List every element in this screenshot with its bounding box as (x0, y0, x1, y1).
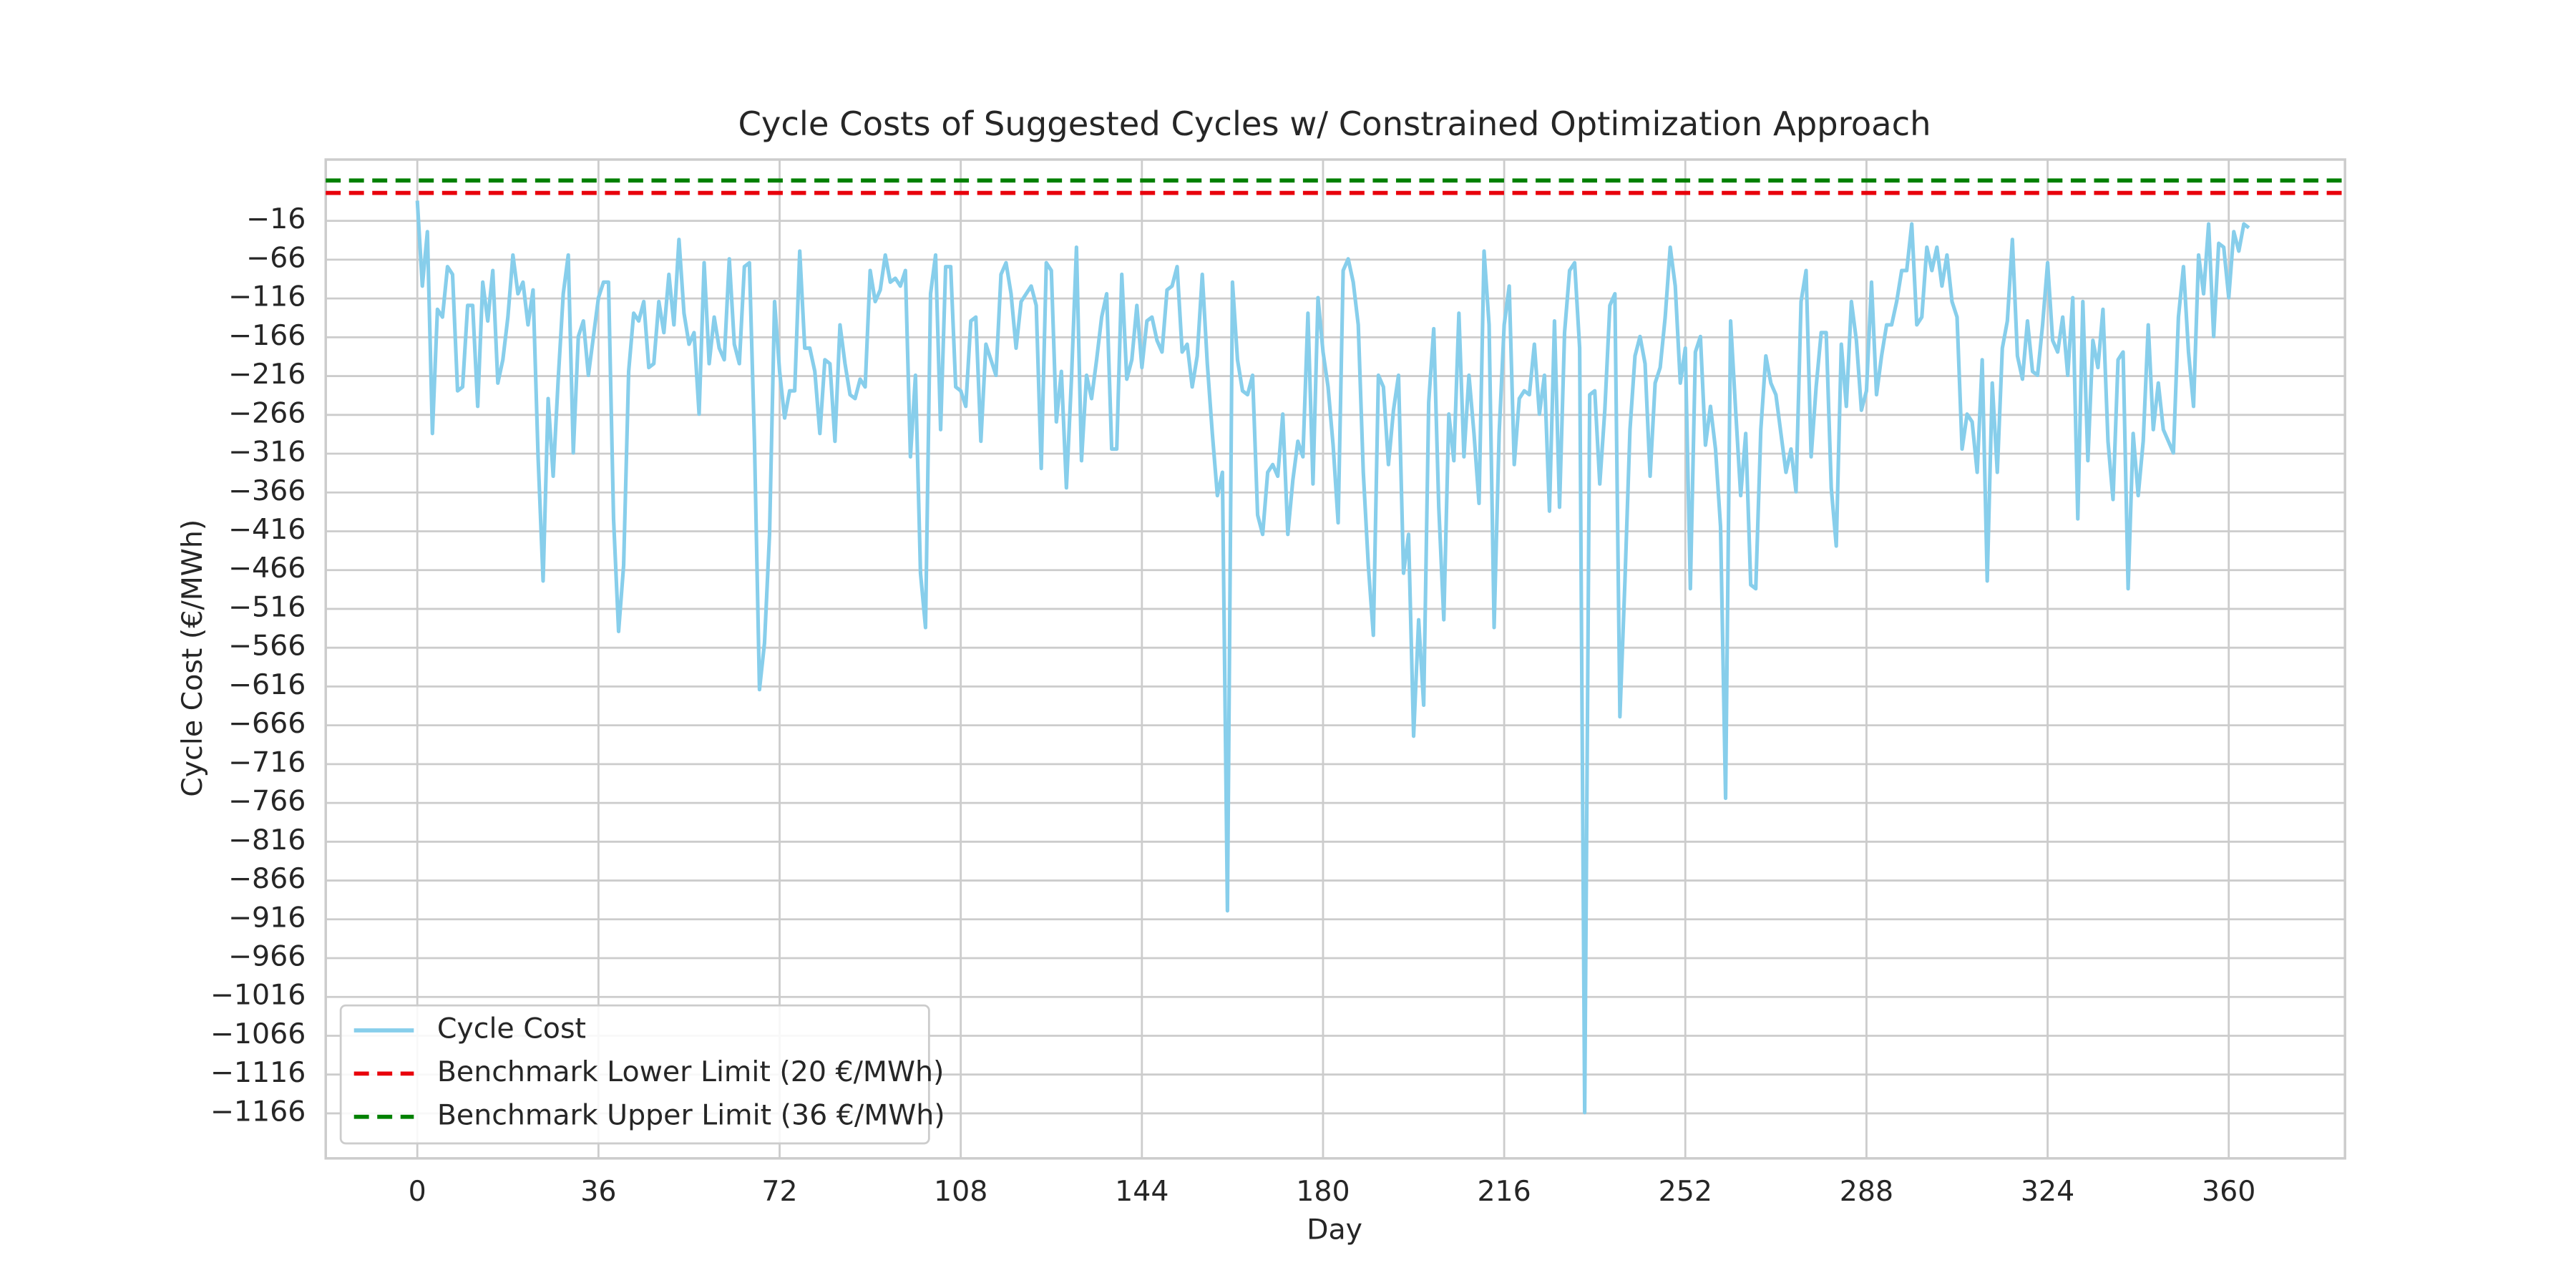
y-tick-label: −416 (228, 513, 306, 546)
x-tick-label: 0 (409, 1175, 426, 1208)
x-tick-label: 72 (761, 1175, 797, 1208)
x-tick-label: 180 (1296, 1175, 1350, 1208)
x-tick-label: 252 (1659, 1175, 1712, 1208)
y-tick-label: −166 (228, 319, 306, 352)
y-tick-label: −116 (228, 280, 306, 313)
y-tick-label: −816 (228, 824, 306, 857)
x-tick-label: 108 (934, 1175, 987, 1208)
x-tick-label: 216 (1477, 1175, 1531, 1208)
y-tick-label: −766 (228, 785, 306, 818)
x-tick-label: 144 (1115, 1175, 1169, 1208)
y-tick-label: −466 (228, 552, 306, 585)
y-tick-label: −1066 (210, 1018, 306, 1050)
x-axis-label: Day (1307, 1214, 1362, 1246)
x-tick-label: 288 (1840, 1175, 1893, 1208)
y-tick-label: −666 (228, 707, 306, 740)
legend-label: Cycle Cost (437, 1013, 586, 1045)
x-tick-label: 324 (2021, 1175, 2074, 1208)
x-tick-label: 360 (2202, 1175, 2255, 1208)
y-tick-label: −1116 (210, 1056, 306, 1089)
y-tick-label: −366 (228, 474, 306, 507)
y-tick-label: −1016 (210, 979, 306, 1012)
chart-title: Cycle Costs of Suggested Cycles w/ Const… (738, 104, 1931, 143)
y-axis-label: Cycle Cost (€/MWh) (176, 519, 209, 797)
y-tick-label: −1166 (210, 1095, 306, 1128)
y-tick-label: −516 (228, 590, 306, 623)
y-tick-label: −216 (228, 358, 306, 391)
x-tick-label: 36 (580, 1175, 616, 1208)
legend-label: Benchmark Upper Limit (36 €/MWh) (437, 1098, 945, 1131)
y-tick-label: −66 (246, 241, 306, 274)
y-tick-label: −566 (228, 630, 306, 663)
y-tick-label: −866 (228, 862, 306, 895)
y-tick-label: −266 (228, 396, 306, 429)
y-tick-label: −616 (228, 668, 306, 701)
y-tick-label: −966 (228, 940, 306, 973)
data-line (415, 200, 2250, 1115)
y-tick-label: −16 (246, 203, 306, 235)
legend-box (339, 1004, 930, 1145)
y-tick-label: −716 (228, 746, 306, 779)
plot-frame (324, 158, 2346, 1160)
legend-label: Benchmark Lower Limit (20 €/MWh) (437, 1055, 945, 1088)
y-tick-label: −916 (228, 901, 306, 934)
y-tick-label: −316 (228, 436, 306, 469)
